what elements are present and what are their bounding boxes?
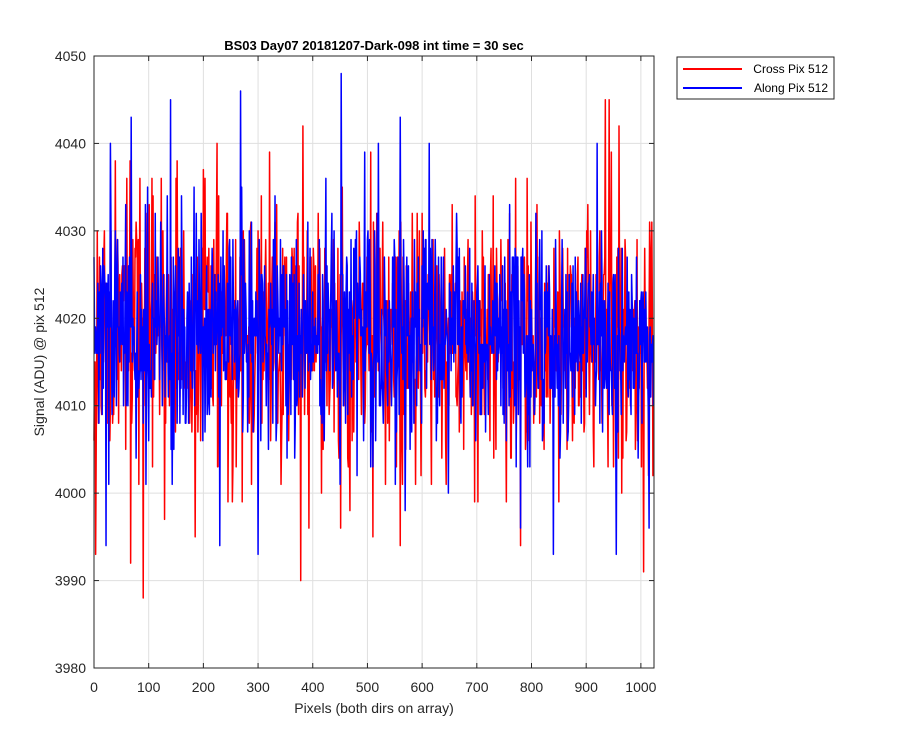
- data-lines: [93, 72, 655, 599]
- legend-label-along: Along Pix 512: [754, 81, 828, 95]
- x-tick-label: 700: [465, 679, 489, 695]
- y-tick-label: 4050: [55, 48, 86, 64]
- legend: Cross Pix 512 Along Pix 512: [676, 56, 835, 100]
- plot-frame: [93, 55, 655, 669]
- x-tick-label: 200: [192, 679, 216, 695]
- x-tick-label: 600: [410, 679, 434, 695]
- x-tick-label: 100: [137, 679, 161, 695]
- x-tick-label: 900: [575, 679, 599, 695]
- y-axis-label: Signal (ADU) @ pix 512: [31, 287, 47, 436]
- y-tick-label: 4030: [55, 223, 86, 239]
- x-tick-label: 400: [301, 679, 325, 695]
- y-tick-label: 3990: [55, 573, 86, 589]
- chart-title: BS03 Day07 20181207-Dark-098 int time = …: [224, 38, 524, 53]
- x-tick-label: 1000: [625, 679, 656, 695]
- series-line-1: [93, 72, 655, 556]
- x-tick-label: 300: [246, 679, 270, 695]
- x-tick-label: 500: [356, 679, 380, 695]
- x-axis-label: Pixels (both dirs on array): [294, 700, 454, 716]
- axis-ticks: 0 100 200 300 400 500 600 700 800 900 1000 3980 3990…: [55, 48, 657, 695]
- y-tick-label: 3980: [55, 660, 86, 676]
- x-tick-label: 0: [90, 679, 98, 695]
- y-tick-label: 4040: [55, 135, 86, 151]
- legend-label-cross: Cross Pix 512: [753, 62, 828, 76]
- legend-box: [676, 56, 835, 100]
- x-tick-label: 800: [520, 679, 544, 695]
- y-tick-label: 4000: [55, 485, 86, 501]
- y-tick-label: 4020: [55, 310, 86, 326]
- y-tick-label: 4010: [55, 398, 86, 414]
